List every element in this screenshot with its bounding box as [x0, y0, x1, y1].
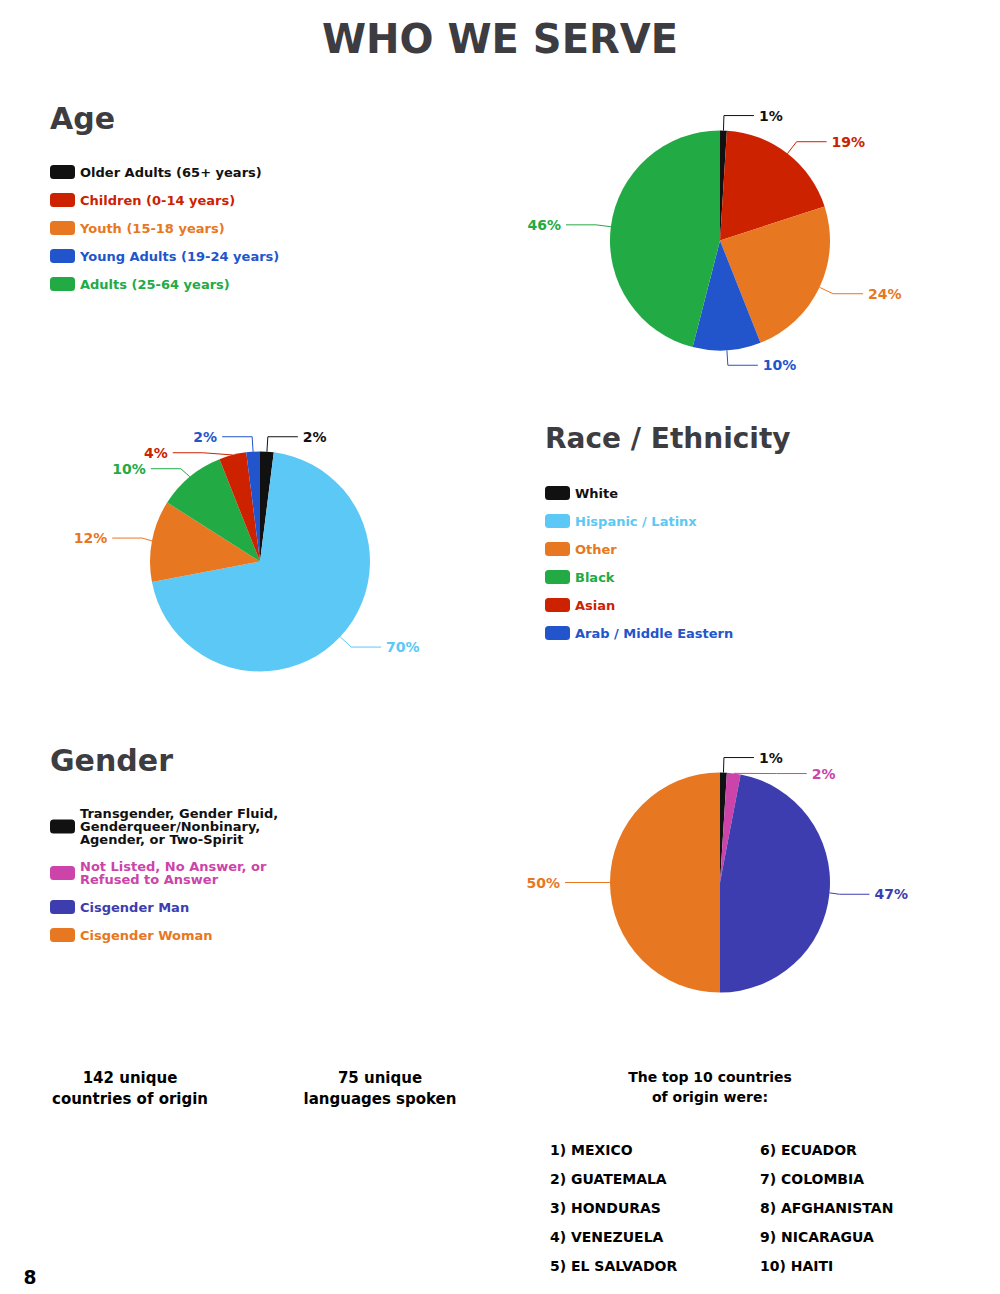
svg-text:Age: Age — [50, 101, 115, 136]
svg-text:Adults (25-64 years): Adults (25-64 years) — [80, 277, 230, 292]
svg-text:19%: 19% — [832, 134, 866, 150]
svg-text:1) MEXICO: 1) MEXICO — [550, 1142, 633, 1158]
svg-text:Transgender, Gender Fluid,: Transgender, Gender Fluid, — [80, 806, 279, 821]
svg-text:46%: 46% — [527, 217, 561, 233]
svg-text:24%: 24% — [868, 286, 902, 302]
svg-text:4) VENEZUELA: 4) VENEZUELA — [550, 1229, 664, 1245]
svg-text:languages spoken: languages spoken — [304, 1090, 457, 1108]
svg-text:Genderqueer/Nonbinary,: Genderqueer/Nonbinary, — [80, 819, 261, 834]
svg-text:3) HONDURAS: 3) HONDURAS — [550, 1200, 661, 1216]
svg-text:Children (0-14 years): Children (0-14 years) — [80, 193, 235, 208]
svg-text:Cisgender Man: Cisgender Man — [80, 900, 189, 915]
svg-text:countries of origin: countries of origin — [52, 1090, 208, 1108]
svg-text:10) HAITI: 10) HAITI — [760, 1258, 833, 1274]
svg-text:1%: 1% — [759, 108, 783, 124]
svg-text:2%: 2% — [303, 429, 327, 445]
svg-text:12%: 12% — [74, 530, 108, 546]
svg-text:1%: 1% — [759, 750, 783, 766]
svg-text:Older Adults (65+ years): Older Adults (65+ years) — [80, 165, 262, 180]
svg-text:Black: Black — [575, 570, 615, 585]
svg-text:75 unique: 75 unique — [338, 1069, 422, 1087]
svg-text:Youth (15-18 years): Youth (15-18 years) — [79, 221, 225, 236]
svg-text:The top 10 countries: The top 10 countries — [628, 1069, 792, 1085]
svg-text:Agender, or Two-Spirit: Agender, or Two-Spirit — [80, 832, 243, 847]
svg-text:50%: 50% — [526, 875, 560, 891]
svg-text:of origin were:: of origin were: — [652, 1089, 768, 1105]
svg-text:142 unique: 142 unique — [83, 1069, 178, 1087]
svg-text:10%: 10% — [112, 461, 146, 477]
svg-text:Not Listed, No Answer, or: Not Listed, No Answer, or — [80, 859, 267, 874]
svg-text:Young Adults (19-24 years): Young Adults (19-24 years) — [79, 249, 279, 264]
svg-text:Asian: Asian — [575, 598, 615, 613]
svg-text:WHO WE SERVE: WHO WE SERVE — [322, 16, 678, 62]
svg-text:Other: Other — [575, 542, 617, 557]
svg-text:8) AFGHANISTAN: 8) AFGHANISTAN — [760, 1200, 893, 1216]
svg-text:9) NICARAGUA: 9) NICARAGUA — [760, 1229, 874, 1245]
svg-text:47%: 47% — [874, 886, 908, 902]
svg-text:8: 8 — [24, 1267, 37, 1288]
svg-text:Race / Ethnicity: Race / Ethnicity — [545, 422, 791, 455]
svg-text:White: White — [575, 486, 618, 501]
svg-text:Cisgender Woman: Cisgender Woman — [80, 928, 213, 943]
svg-text:2) GUATEMALA: 2) GUATEMALA — [550, 1171, 667, 1187]
svg-text:2%: 2% — [812, 766, 836, 782]
svg-text:5) EL SALVADOR: 5) EL SALVADOR — [550, 1258, 677, 1274]
svg-text:Hispanic / Latinx: Hispanic / Latinx — [575, 514, 697, 529]
svg-text:70%: 70% — [386, 639, 420, 655]
svg-text:4%: 4% — [144, 445, 168, 461]
svg-text:7) COLOMBIA: 7) COLOMBIA — [760, 1171, 864, 1187]
svg-text:Arab / Middle Eastern: Arab / Middle Eastern — [575, 626, 733, 641]
svg-text:6) ECUADOR: 6) ECUADOR — [760, 1142, 857, 1158]
svg-text:Gender: Gender — [50, 743, 173, 778]
svg-text:Refused to Answer: Refused to Answer — [80, 872, 219, 887]
svg-text:2%: 2% — [193, 429, 217, 445]
svg-text:10%: 10% — [763, 357, 797, 373]
